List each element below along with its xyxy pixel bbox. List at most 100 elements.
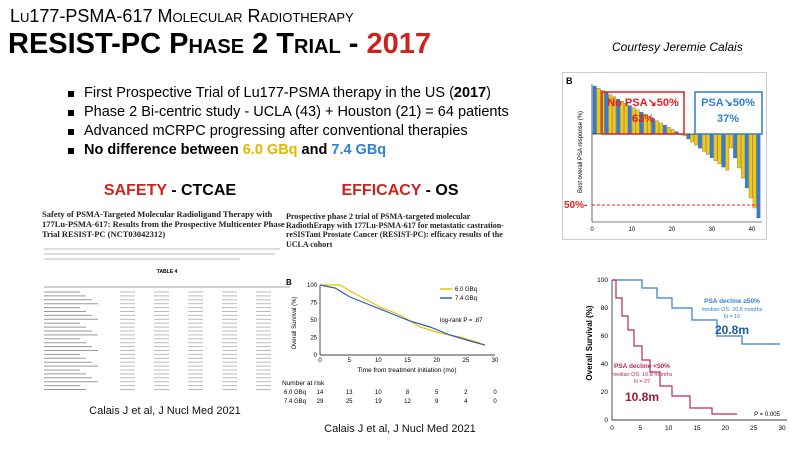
bullet-text: Advanced mCRPC progressing after convent… [84,123,468,139]
no-response-label: No PSA↘50% [607,97,679,109]
risk-count: 13 [346,390,353,396]
panel-letter: B [566,76,573,86]
risk-count: 8 [406,390,410,396]
efficacy-heading: EFFICACY - OS [300,182,500,200]
waterfall-bar [752,133,757,209]
no-response-pct: 63% [632,113,654,125]
high-big: 20.8m [715,323,749,337]
waterfall-bar [737,133,741,169]
waterfall-bar [627,105,632,135]
efficacy-citation: Calais J et al, J Nucl Med 2021 [324,423,476,435]
legend-label: 7.4 GBq [455,296,477,302]
risk-title: Number at risk [282,380,325,387]
x-tick-label: 5 [639,425,643,432]
response-pct: 37% [717,113,739,125]
y-tick-label: 60 [601,333,609,340]
risk-count: 4 [464,399,468,405]
waterfall-bar [666,127,671,135]
waterfall-bar [690,133,695,143]
x-tick-label: 0 [590,227,594,233]
y-tick-label: 50 [310,318,317,324]
km-survival: Overall Survival (%) PSA decline ≥50% me… [585,277,787,432]
waterfall-bar [702,133,706,152]
y-tick-label: 80 [601,305,609,312]
safety-heading: SAFETY - CTCAE [70,182,270,200]
bullet-list: First Prospective Trial of Lu177-PSMA th… [68,84,509,160]
bullet-text: and [297,142,332,158]
x-tick-label: 25 [462,358,469,364]
risk-count: 0 [493,399,497,405]
waterfall-bar [698,133,702,149]
x-label: Time from treatment initiation (mo) [357,367,456,374]
heading-red: SAFETY [103,182,167,199]
author-lines [44,248,280,260]
p-value: P = 0.005 [754,412,780,418]
x-tick-label: 10 [629,227,636,233]
x-tick-label: 40 [749,227,756,233]
waterfall-bar [709,133,714,158]
bullet-text: No difference between [84,142,243,158]
y-tick-label: 0 [604,417,608,424]
x-tick-label: 30 [492,358,499,364]
panel-letter: B [286,278,292,287]
waterfall-bar [592,85,597,135]
high-label: PSA decline ≥50% [704,298,760,305]
response-label: PSA↘50% [701,97,755,109]
x-tick-label: 30 [778,425,786,432]
bullet: Advanced mCRPC progressing after convent… [68,122,509,141]
x-tick-label: 10 [375,358,382,364]
waterfall-bar [659,122,663,135]
legend-label: 6.0 GBq [455,287,477,293]
risk-count: 14 [317,390,324,396]
table-rows [44,291,271,390]
dose-b: 7.4 GBq [331,142,387,158]
waterfall-bar [655,120,659,135]
p-value: log-rank P = .87 [440,318,483,324]
y-label: Overall Survival (%) [585,305,594,380]
x-tick-label: 0 [318,358,322,364]
bullet: Phase 2 Bi-centric study - UCLA (43) + H… [68,103,509,122]
x-tick-label: 5 [347,358,351,364]
waterfall-bar [744,133,749,189]
x-tick-label: 15 [693,425,701,432]
dose-a: 6.0 GBq [242,142,298,158]
bullet-text: First Prospective Trial of Lu177-PSMA th… [84,85,454,101]
risk-count: 2 [464,390,468,396]
low-label: PSA decline <50% [614,363,670,370]
waterfall-bar [713,133,718,161]
table-title: TABLE 4 [157,269,178,275]
risk-count: 5 [435,390,439,396]
x-tick-label: 0 [610,425,614,432]
risk-label: 7.4 GBq [284,399,306,405]
y-tick-label: 40 [601,361,609,368]
bullet-bold: 2017 [453,85,487,101]
title-year: 2017 [366,28,431,60]
risk-count: 9 [435,399,439,405]
x-tick-label: 15 [404,358,411,364]
x-tick-label: 10 [665,425,673,432]
y-tick-label: 0 [314,353,318,359]
x-tick-label: 20 [433,358,440,364]
title-line2: RESIST-PC Phase 2 Trial - 2017 [8,28,431,61]
waterfall-bar [748,133,753,199]
waterfall-bar [694,133,698,146]
high-median: median OS: 20.8 months [702,307,763,313]
title-line1: Lu177-PSMA-617 Molecular Radiotherapy [10,6,354,26]
risk-count: 12 [404,399,411,405]
risk-label: 6.0 GBq [284,390,306,396]
waterfall-bar [733,133,737,159]
y-tick-label: 20 [601,389,609,396]
km-efficacy: B Overall Survival (%) 6.0 GBq 7.4 GBq l… [282,278,499,405]
heading-black: - CTCAE [166,182,237,199]
x-tick-label: 30 [709,227,716,233]
x-tick-label: 20 [669,227,676,233]
efficacy-paper-title: Prospective phase 2 trial of PSMA-target… [286,212,508,249]
waterfall-panel: B Best overall PSA response (%) No PSA↘5… [562,72,767,240]
waterfall-bar [596,88,601,135]
y-tick-label: 25 [310,336,317,342]
waterfall-bar [729,133,734,149]
heading-red: EFFICACY [341,182,422,199]
y-label: Overall Survival (%) [292,296,298,349]
bullet-text: Phase 2 Bi-centric study - UCLA (43) + H… [84,104,509,120]
